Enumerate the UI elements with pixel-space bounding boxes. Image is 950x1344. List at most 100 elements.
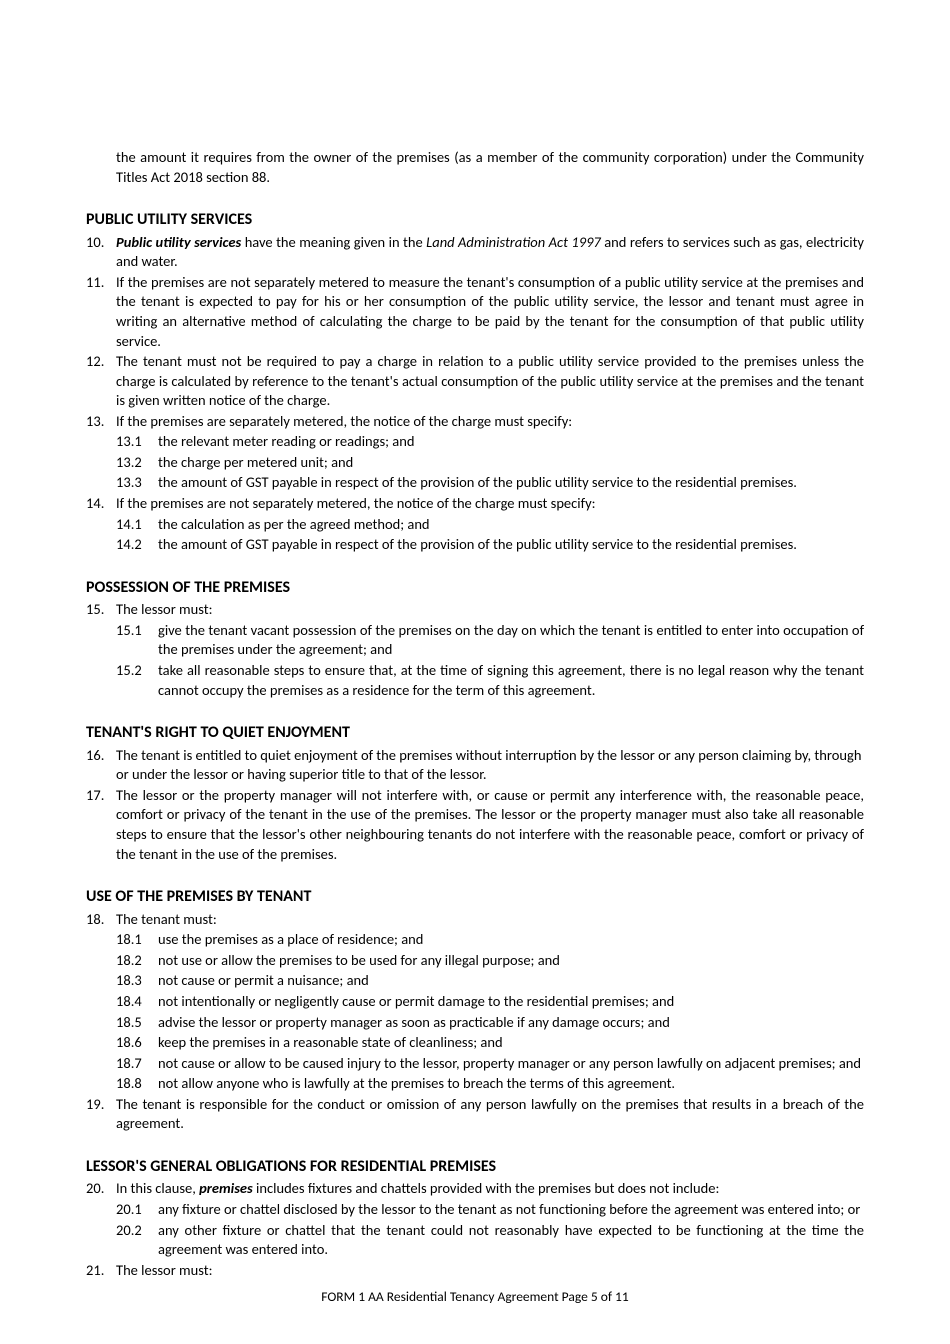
subclause-number: 18.5 <box>116 1013 158 1033</box>
subclause-text: keep the premises in a reasonable state … <box>158 1033 864 1053</box>
clause-number: 12. <box>86 352 116 372</box>
subclause-text: any other fixture or chattel that the te… <box>158 1221 864 1260</box>
subclause: 14.1 the calculation as per the agreed m… <box>116 515 864 535</box>
section-heading: POSSESSION OF THE PREMISES <box>86 577 864 599</box>
section-heading: USE OF THE PREMISES BY TENANT <box>86 886 864 908</box>
defined-term: Public utility services <box>116 233 241 251</box>
clause: 13. If the premises are separately meter… <box>86 412 864 432</box>
clause: 19. The tenant is responsible for the co… <box>86 1095 864 1134</box>
clause-text: If the premises are not separately meter… <box>116 494 864 514</box>
subclause-number: 13.3 <box>116 473 158 493</box>
subclause: 20.1 any fixture or chattel disclosed by… <box>116 1200 864 1220</box>
subclause-text: not use or allow the premises to be used… <box>158 951 864 971</box>
continuation-text: the amount it requires from the owner of… <box>116 148 864 187</box>
subclause: 13.3 the amount of GST payable in respec… <box>116 473 864 493</box>
subclause-block: 15.1 give the tenant vacant possession o… <box>86 621 864 700</box>
subclause: 15.2 take all reasonable steps to ensure… <box>116 661 864 700</box>
subclause: 18.7 not cause or allow to be caused inj… <box>116 1054 864 1074</box>
subclause-text: the charge per metered unit; and <box>158 453 864 473</box>
subclause-number: 13.1 <box>116 432 158 452</box>
subclause: 18.4 not intentionally or negligently ca… <box>116 992 864 1012</box>
subclause-number: 18.7 <box>116 1054 158 1074</box>
subclause-number: 18.4 <box>116 992 158 1012</box>
clause-number: 11. <box>86 273 116 293</box>
clause-text: The lessor must: <box>116 600 864 620</box>
clause-number: 19. <box>86 1095 116 1115</box>
subclause-block: 14.1 the calculation as per the agreed m… <box>86 515 864 555</box>
subclause-number: 15.1 <box>116 621 158 641</box>
clause-number: 10. <box>86 233 116 253</box>
clause: 10. Public utility services have the mea… <box>86 233 864 272</box>
clause-text: The lessor must: <box>116 1261 864 1281</box>
subclause-text: give the tenant vacant possession of the… <box>158 621 864 660</box>
subclause-text: advise the lessor or property manager as… <box>158 1013 864 1033</box>
subclause-number: 18.6 <box>116 1033 158 1053</box>
clause-number: 17. <box>86 786 116 806</box>
clause: 21. The lessor must: <box>86 1261 864 1281</box>
page-footer: FORM 1 AA Residential Tenancy Agreement … <box>0 1288 950 1306</box>
subclause-number: 13.2 <box>116 453 158 473</box>
clause: 17. The lessor or the property manager w… <box>86 786 864 864</box>
clause-number: 15. <box>86 600 116 620</box>
subclause: 18.2 not use or allow the premises to be… <box>116 951 864 971</box>
subclause: 18.6 keep the premises in a reasonable s… <box>116 1033 864 1053</box>
subclause-text: not intentionally or negligently cause o… <box>158 992 864 1012</box>
subclause-text: not cause or allow to be caused injury t… <box>158 1054 864 1074</box>
clause-number: 14. <box>86 494 116 514</box>
defined-term: premises <box>199 1179 253 1197</box>
subclause-text: take all reasonable steps to ensure that… <box>158 661 864 700</box>
subclause: 20.2 any other fixture or chattel that t… <box>116 1221 864 1260</box>
section-heading: TENANT'S RIGHT TO QUIET ENJOYMENT <box>86 722 864 744</box>
subclause-number: 20.1 <box>116 1200 158 1220</box>
subclause-text: any fixture or chattel disclosed by the … <box>158 1200 864 1220</box>
subclause-text: the calculation as per the agreed method… <box>158 515 864 535</box>
subclause-text: not allow anyone who is lawfully at the … <box>158 1074 864 1094</box>
clause: 18. The tenant must: <box>86 910 864 930</box>
section-heading: LESSOR'S GENERAL OBLIGATIONS FOR RESIDEN… <box>86 1156 864 1178</box>
document-page: the amount it requires from the owner of… <box>0 0 950 1344</box>
clause-text: If the premises are separately metered, … <box>116 412 864 432</box>
clause-number: 13. <box>86 412 116 432</box>
clause: 15. The lessor must: <box>86 600 864 620</box>
section-heading: PUBLIC UTILITY SERVICES <box>86 209 864 231</box>
subclause: 18.8 not allow anyone who is lawfully at… <box>116 1074 864 1094</box>
clause-text: Public utility services have the meaning… <box>116 233 864 272</box>
clause-text: The lessor or the property manager will … <box>116 786 864 864</box>
clause-number: 16. <box>86 746 116 766</box>
subclause-number: 18.8 <box>116 1074 158 1094</box>
subclause-number: 20.2 <box>116 1221 158 1241</box>
clause-text: If the premises are not separately meter… <box>116 273 864 351</box>
subclause: 13.1 the relevant meter reading or readi… <box>116 432 864 452</box>
clause-text: In this clause, premises includes fixtur… <box>116 1179 864 1199</box>
subclause: 14.2 the amount of GST payable in respec… <box>116 535 864 555</box>
subclause-number: 14.2 <box>116 535 158 555</box>
continuation-block: the amount it requires from the owner of… <box>86 148 864 187</box>
clause-number: 18. <box>86 910 116 930</box>
subclause-number: 18.2 <box>116 951 158 971</box>
subclause-number: 18.3 <box>116 971 158 991</box>
subclause-text: the amount of GST payable in respect of … <box>158 535 864 555</box>
subclause-block: 18.1 use the premises as a place of resi… <box>86 930 864 1094</box>
subclause-number: 14.1 <box>116 515 158 535</box>
subclause-block: 13.1 the relevant meter reading or readi… <box>86 432 864 493</box>
subclause: 18.5 advise the lessor or property manag… <box>116 1013 864 1033</box>
subclause: 18.1 use the premises as a place of resi… <box>116 930 864 950</box>
subclause-text: use the premises as a place of residence… <box>158 930 864 950</box>
subclause-text: the relevant meter reading or readings; … <box>158 432 864 452</box>
clause: 20. In this clause, premises includes fi… <box>86 1179 864 1199</box>
clause: 11. If the premises are not separately m… <box>86 273 864 351</box>
subclause-number: 15.2 <box>116 661 158 681</box>
subclause: 13.2 the charge per metered unit; and <box>116 453 864 473</box>
clause: 12. The tenant must not be required to p… <box>86 352 864 411</box>
clause-number: 20. <box>86 1179 116 1199</box>
subclause: 15.1 give the tenant vacant possession o… <box>116 621 864 660</box>
clause-text: The tenant must not be required to pay a… <box>116 352 864 411</box>
act-citation: Land Administration Act 1997 <box>426 233 601 251</box>
subclause-number: 18.1 <box>116 930 158 950</box>
subclause-block: 20.1 any fixture or chattel disclosed by… <box>86 1200 864 1260</box>
clause-text: The tenant is entitled to quiet enjoymen… <box>116 746 864 785</box>
clause-text: The tenant must: <box>116 910 864 930</box>
subclause-text: not cause or permit a nuisance; and <box>158 971 864 991</box>
clause-text: The tenant is responsible for the conduc… <box>116 1095 864 1134</box>
clause: 16. The tenant is entitled to quiet enjo… <box>86 746 864 785</box>
